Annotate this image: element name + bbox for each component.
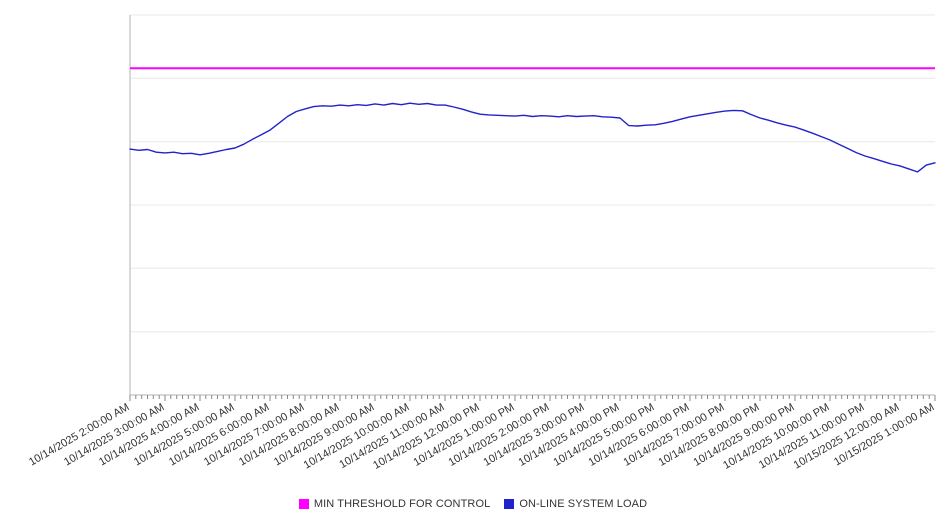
legend-label-online-system-load: ON-LINE SYSTEM LOAD: [519, 498, 648, 510]
legend-label-min-threshold: MIN THRESHOLD FOR CONTROL: [313, 498, 491, 510]
legend-swatch-online-system-load: [504, 499, 515, 509]
legend-item-min-threshold[interactable]: MIN THRESHOLD FOR CONTROL: [298, 498, 491, 510]
legend-item-online-system-load[interactable]: ON-LINE SYSTEM LOAD: [504, 498, 647, 510]
chart-legend: MIN THRESHOLD FOR CONTROL ON-LINE SYSTEM…: [0, 498, 946, 510]
legend-swatch-min-threshold: [298, 499, 309, 509]
line-chart: 10/14/2025 2:00:00 AM 10/14/2025 3:00:00 …: [27, 14, 937, 472]
